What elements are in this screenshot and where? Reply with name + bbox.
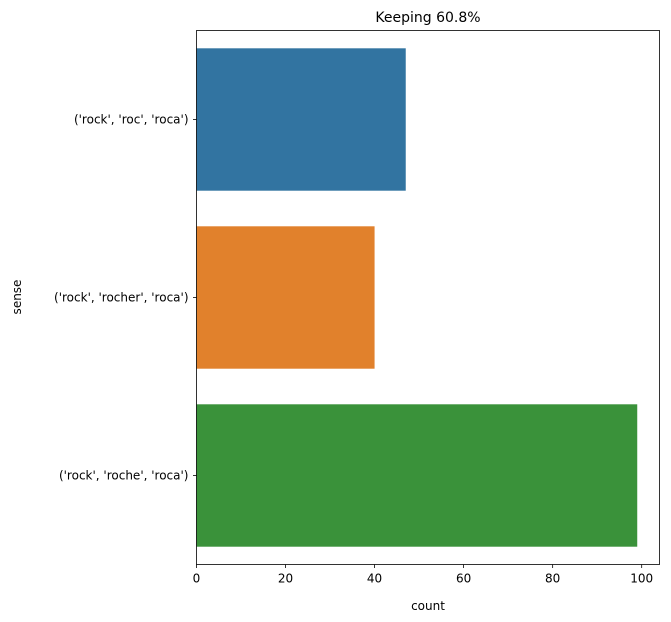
chart-title: Keeping 60.8% [375,10,480,26]
x-tick-label-2: 40 [367,572,382,586]
y-tick-label-2: ('rock', 'roche', 'roca') [59,469,189,483]
bar-1 [196,226,375,369]
y-axis-label: sense [10,280,24,315]
y-ticks-group: ('rock', 'roc', 'roca') ('rock', 'rocher'… [54,113,197,483]
y-tick-label-0: ('rock', 'roc', 'roca') [74,113,189,127]
x-axis-label: count [411,599,445,613]
x-tick-label-1: 20 [278,572,293,586]
x-tick-label-3: 60 [456,572,471,586]
bar-2 [196,404,638,547]
plot-frame [196,30,660,565]
x-tick-label-4: 80 [545,572,560,586]
x-tick-label-5: 100 [630,572,653,586]
bars-group [196,48,638,547]
y-tick-label-1: ('rock', 'rocher', 'roca') [54,291,188,305]
bar-0 [196,48,406,191]
x-ticks-group: 0 20 40 60 80 100 [193,564,653,586]
x-tick-label-0: 0 [193,572,201,586]
